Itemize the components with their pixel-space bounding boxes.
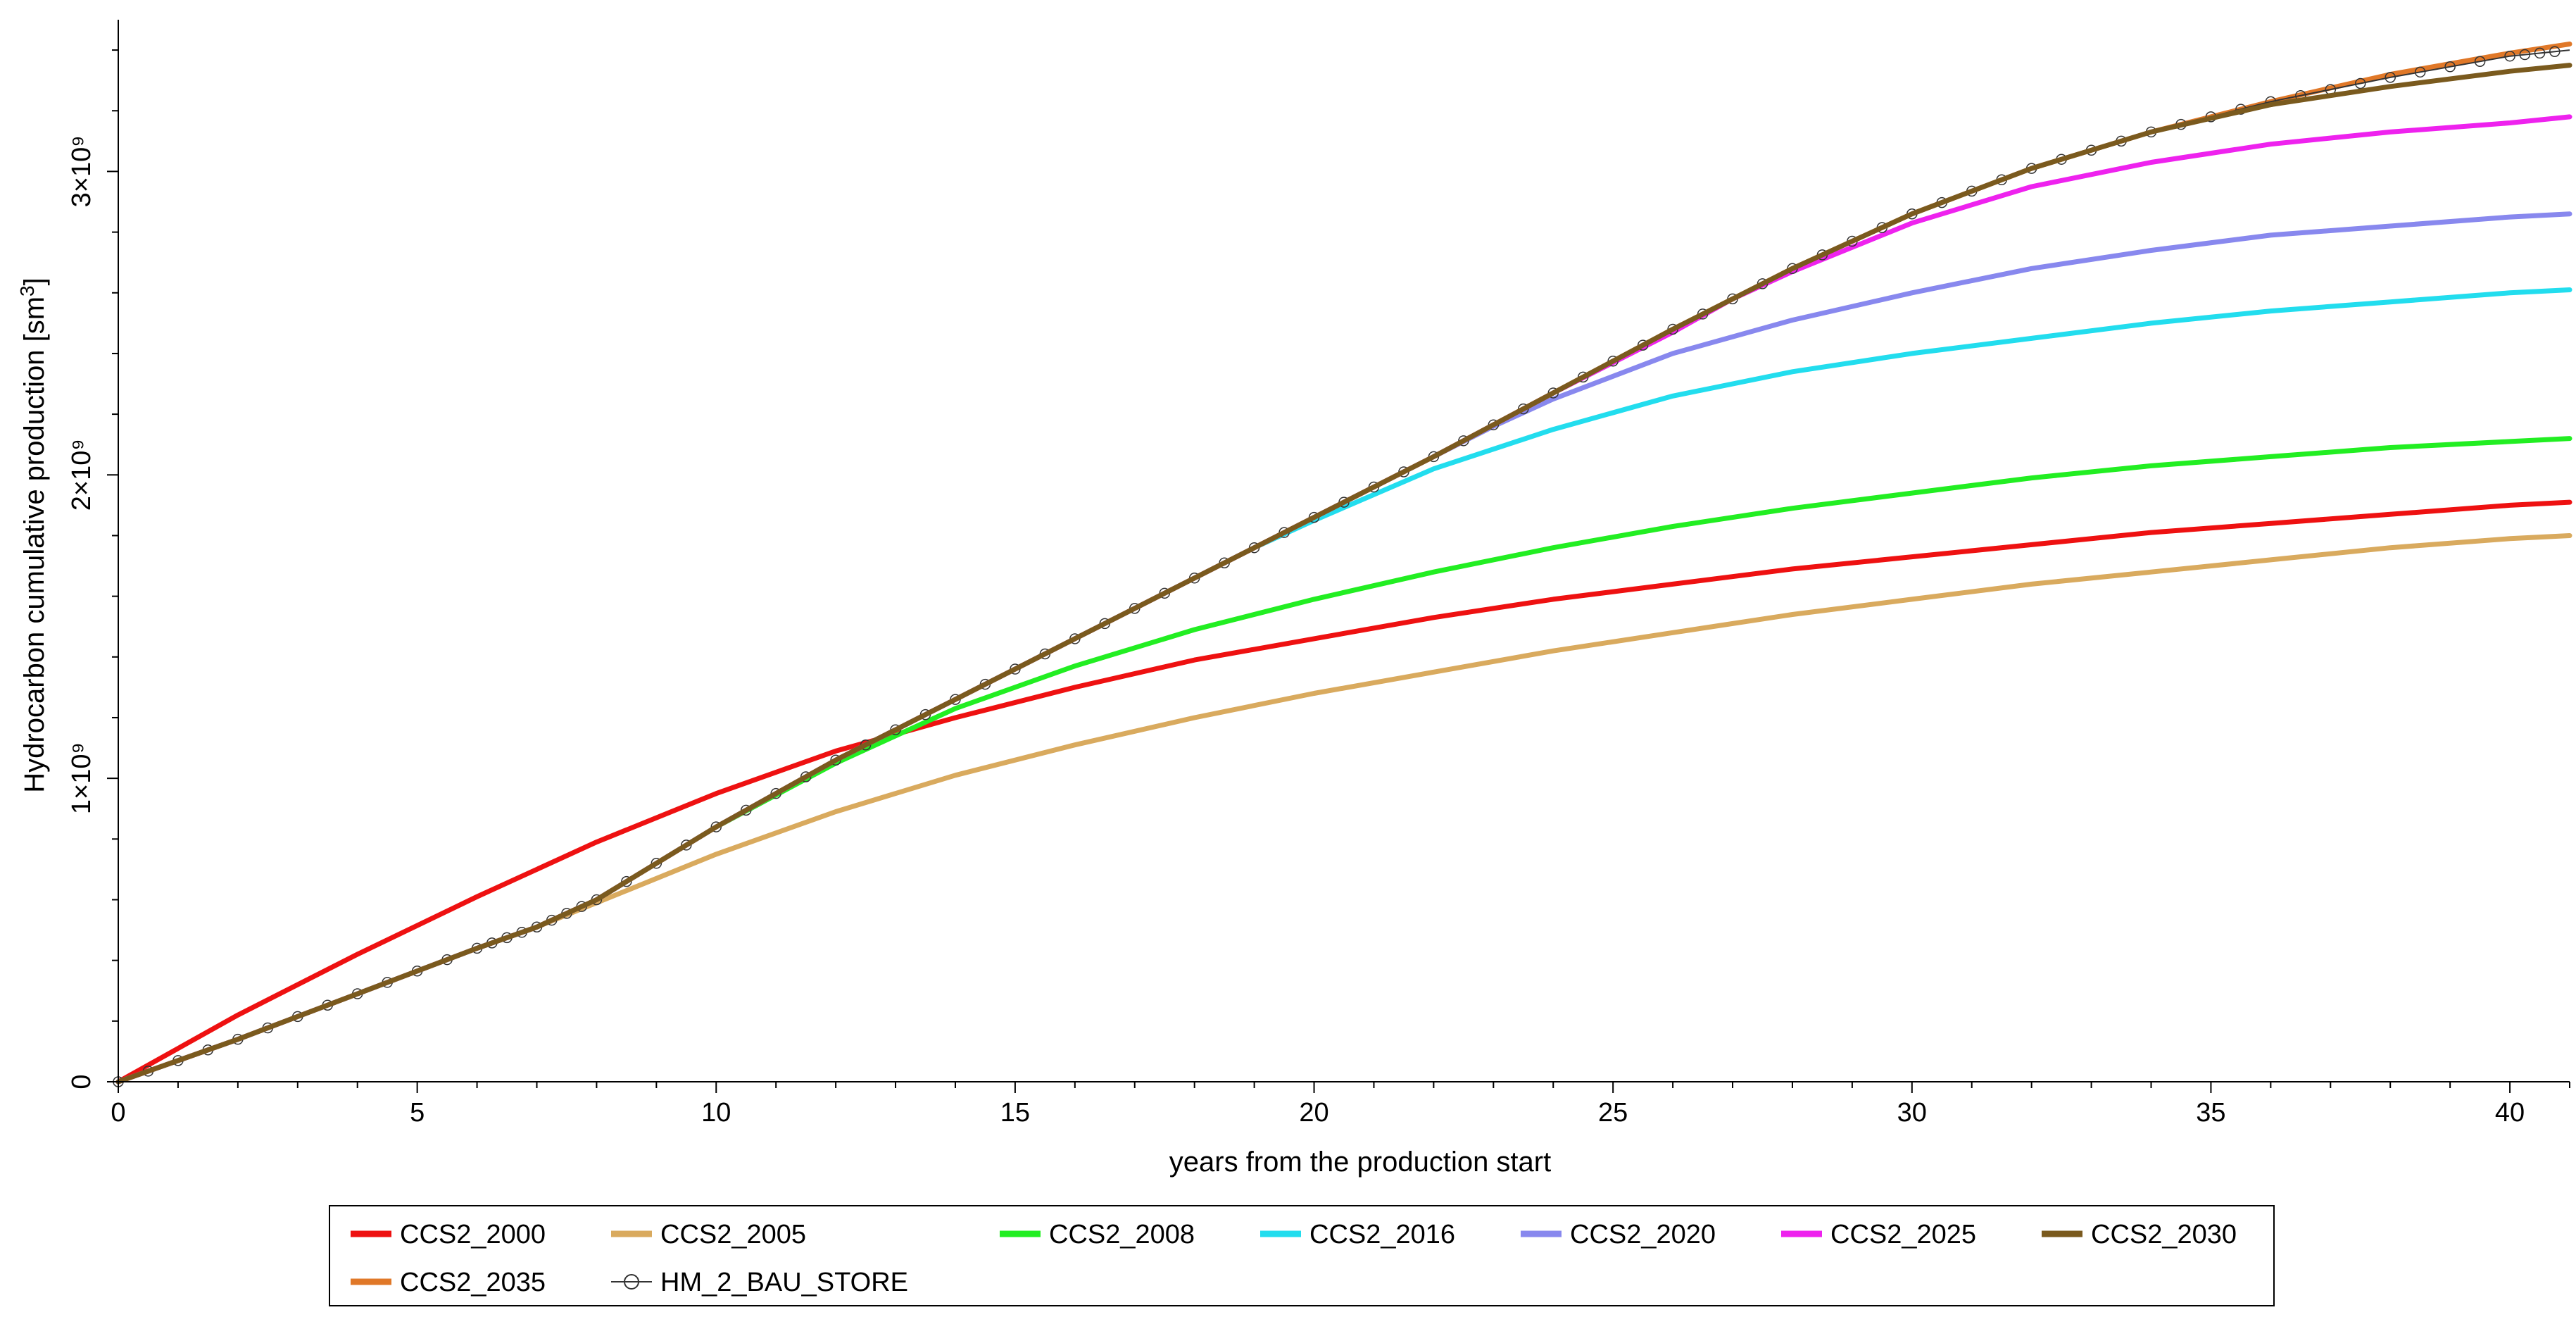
x-tick-label: 0 (111, 1098, 125, 1128)
data-point (2519, 49, 2531, 61)
legend-label: HM_2_BAU_STORE (660, 1268, 908, 1297)
y-tick-label: 1×10⁹ (67, 742, 96, 814)
data-point (2504, 50, 2515, 62)
data-point (2474, 56, 2486, 67)
x-tick-label: 30 (1897, 1098, 1927, 1128)
y-tick-label: 0 (67, 1074, 96, 1089)
legend-label: CCS2_2030 (2091, 1220, 2237, 1249)
x-tick-label: 15 (1000, 1098, 1030, 1128)
y-axis-title-exponent: 3 (16, 285, 38, 297)
data-point (621, 875, 632, 887)
legend-label: CCS2_2016 (1309, 1220, 1455, 1249)
legend-item-ccs2-2035: CCS2_2035 (351, 1268, 546, 1297)
series-line-ccs2-2020 (115, 211, 2572, 1085)
x-tick-label: 40 (2495, 1098, 2525, 1128)
legend-label: CCS2_2020 (1570, 1220, 1716, 1249)
y-axis-title-close: ] (19, 277, 50, 285)
plot-area (113, 42, 2572, 1087)
y-axis-title: Hydrocarbon cumulative production [sm3] (16, 277, 50, 792)
data-point (2414, 66, 2426, 78)
legend-item-ccs2-2025: CCS2_2025 (1781, 1220, 1976, 1249)
x-tick-label: 10 (701, 1098, 731, 1128)
data-point (2355, 77, 2366, 89)
legend-label: CCS2_2000 (400, 1220, 546, 1249)
data-point (651, 858, 662, 869)
series-line-ccs2-2008 (115, 436, 2572, 1085)
legend-item-ccs2-2030: CCS2_2030 (2042, 1220, 2237, 1249)
series-line-ccs2-2000 (115, 499, 2572, 1085)
y-tick-label: 3×10⁹ (67, 135, 96, 207)
x-tick-label: 35 (2196, 1098, 2225, 1128)
legend-box (329, 1205, 2275, 1306)
data-point (2444, 61, 2456, 73)
x-axis-title: years from the production start (1169, 1147, 1551, 1178)
x-axis: 0 5 10 15 20 25 30 35 40 (111, 1081, 2570, 1128)
legend-marker (624, 1274, 639, 1290)
x-tick-label: 5 (410, 1098, 425, 1128)
y-axis: 0 1×10⁹ 2×10⁹ 3×10⁹ (67, 20, 119, 1090)
data-point (2549, 46, 2561, 57)
legend-item-ccs2-2016: CCS2_2016 (1260, 1220, 1455, 1249)
series-line-ccs2-2035 (115, 42, 2572, 1085)
legend-label: CCS2_2005 (660, 1220, 806, 1249)
legend-label: CCS2_2008 (1049, 1220, 1195, 1249)
legend-item-ccs2-2000: CCS2_2000 (351, 1220, 546, 1249)
x-tick-label: 25 (1598, 1098, 1628, 1128)
legend-item-ccs2-2008: CCS2_2008 (1000, 1220, 1195, 1249)
legend-item-hm-2-bau-store: HM_2_BAU_STORE (611, 1268, 908, 1297)
data-point (681, 839, 692, 851)
data-point (2385, 72, 2396, 83)
x-tick-label: 20 (1299, 1098, 1328, 1128)
y-tick-label: 2×10⁹ (67, 439, 96, 511)
legend-label: CCS2_2025 (1830, 1220, 1976, 1249)
legend-label: CCS2_2035 (400, 1268, 546, 1297)
data-point (2534, 47, 2546, 59)
series-line-ccs2-2005 (115, 533, 2572, 1085)
legend-item-ccs2-2020: CCS2_2020 (1521, 1220, 1716, 1249)
y-axis-title-text: Hydrocarbon cumulative production [sm (19, 297, 50, 793)
series-line-ccs2-2025 (115, 114, 2572, 1085)
legend-item-ccs2-2005: CCS2_2005 (611, 1220, 806, 1249)
legend: CCS2_2000 CCS2_2005 CCS2_2008 CCS2_2016 CCS2… (329, 1205, 2275, 1306)
series-line-ccs2-2030 (115, 63, 2572, 1085)
